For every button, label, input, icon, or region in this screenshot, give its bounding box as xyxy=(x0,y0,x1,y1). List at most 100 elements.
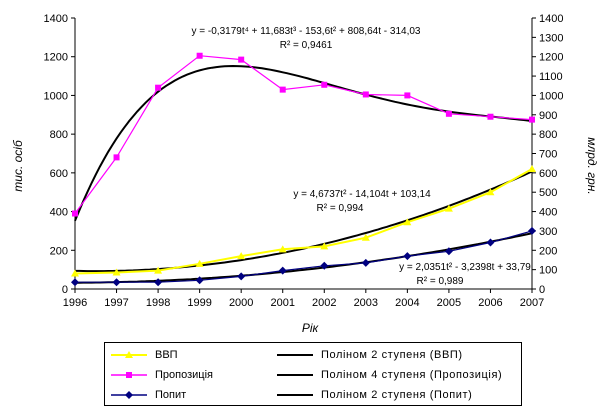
y-right-tick-label: 1100 xyxy=(539,71,563,83)
data-point-popyt xyxy=(278,266,287,275)
legend-label-popyt: Попит xyxy=(155,389,187,401)
data-point-propozytsiia xyxy=(404,92,411,99)
data-point-vvp xyxy=(195,259,204,267)
x-tick-label: 1998 xyxy=(146,297,170,309)
trend-equation-propozytsiia: y = -0,3179t⁴ + 11,683t³ - 153,6t² + 808… xyxy=(192,26,421,37)
y-left-tick-label: 400 xyxy=(50,207,68,219)
legend-item-trend-popyt: Поліном 2 ступеня (Попит) xyxy=(277,387,472,403)
data-point-popyt xyxy=(112,278,121,287)
legend-item-propozytsiia: Пропозиція xyxy=(111,367,213,383)
data-point-popyt xyxy=(320,261,329,270)
y-right-tick-label: 800 xyxy=(539,129,557,141)
y-right-tick-label: 1400 xyxy=(539,13,563,25)
x-axis-title: Рік xyxy=(302,321,320,335)
data-point-vvp xyxy=(320,242,329,250)
x-tick-label: 1999 xyxy=(187,297,211,309)
data-point-propozytsiia xyxy=(279,86,286,93)
y-left-tick-label: 1200 xyxy=(44,52,68,64)
trend-equation-popyt: y = 2,0351t² - 3,2398t + 33,79 xyxy=(399,262,531,273)
x-tick-label: 2007 xyxy=(520,297,544,309)
y-left-tick-label: 1400 xyxy=(44,13,68,25)
data-point-popyt xyxy=(195,276,204,285)
data-point-propozytsiia xyxy=(445,110,452,117)
trend-r2-vvp: R² = 0,994 xyxy=(317,203,364,214)
chart: 0 200 400 600 800 1000 1200 1400 0 100 200 300 400 50… xyxy=(11,13,599,335)
legend-label-propozytsiia: Пропозиція xyxy=(155,369,213,381)
data-point-vvp xyxy=(361,233,370,241)
y-left-tick-label: 1000 xyxy=(44,90,68,102)
data-point-popyt xyxy=(444,247,453,256)
data-point-propozytsiia xyxy=(529,116,535,123)
data-point-propozytsiia xyxy=(321,81,328,88)
y-right-tick-label: 300 xyxy=(539,226,557,238)
data-point-popyt xyxy=(486,238,495,247)
y-axis-right-title: млрд. грн. xyxy=(585,137,599,195)
y-axis-left-title: тис. осіб xyxy=(11,139,25,192)
series-line-propozytsiia xyxy=(74,55,533,214)
legend: ВВП Пропозиція Попит Поліном 2 ступеня (… xyxy=(104,342,522,406)
legend-item-trend-vvp: Поліном 2 ступеня (ВВП) xyxy=(277,347,463,363)
data-point-vvp xyxy=(112,268,121,276)
data-point-propozytsiia xyxy=(155,84,162,91)
y-right-tick-label: 1000 xyxy=(539,90,563,102)
x-tick-label: 2002 xyxy=(312,297,336,309)
legend-swatch-trend-propozytsiia xyxy=(277,369,313,381)
legend-swatch-trend-vvp xyxy=(277,349,313,361)
x-tick-label: 1996 xyxy=(63,297,87,309)
legend-item-popyt: Попит xyxy=(111,387,186,403)
y-right-tick-label: 600 xyxy=(539,168,557,180)
y-left-tick-label: 800 xyxy=(50,129,68,141)
series-line-vvp xyxy=(74,168,533,275)
x-tick-label: 2000 xyxy=(229,297,253,309)
data-point-popyt xyxy=(528,226,536,235)
y-left-tick-label: 0 xyxy=(62,284,68,296)
x-tick-label: 2001 xyxy=(270,297,294,309)
data-point-vvp xyxy=(444,204,453,212)
y-right-tick-label: 1200 xyxy=(539,52,563,64)
y-right-tick-label: 500 xyxy=(539,187,557,199)
data-point-vvp xyxy=(154,266,163,274)
legend-label-trend-popyt: Поліном 2 ступеня (Попит) xyxy=(321,389,473,401)
x-tick-label: 1997 xyxy=(104,297,128,309)
data-point-vvp xyxy=(71,269,79,277)
legend-swatch-popyt xyxy=(111,389,147,401)
data-point-popyt xyxy=(154,278,163,287)
y-right-tick-label: 200 xyxy=(539,245,557,257)
y-right-tick-label: 900 xyxy=(539,110,557,122)
y-left-tick-label: 200 xyxy=(50,245,68,257)
trendline-popyt xyxy=(75,232,533,284)
data-point-popyt xyxy=(403,252,412,261)
y-right-tick-label: 700 xyxy=(539,149,557,161)
y-right-tick-label: 1300 xyxy=(539,32,563,44)
data-point-propozytsiia xyxy=(113,154,120,161)
series-line-popyt xyxy=(75,230,533,283)
legend-label-vvp: ВВП xyxy=(155,349,178,361)
legend-swatch-propozytsiia xyxy=(111,369,147,381)
legend-swatch-vvp xyxy=(111,349,147,361)
trend-r2-propozytsiia: R² = 0,9461 xyxy=(280,40,333,51)
legend-item-trend-propozytsiia: Поліном 4 ступеня (Пропозиція) xyxy=(277,367,502,383)
x-tick-label: 2003 xyxy=(354,297,378,309)
trend-r2-popyt: R² = 0,989 xyxy=(417,276,464,287)
data-point-vvp xyxy=(278,245,287,253)
data-point-popyt xyxy=(237,272,246,281)
y-right-tick-label: 400 xyxy=(539,207,557,219)
y-right-tick-label: 0 xyxy=(539,284,545,296)
data-point-vvp xyxy=(237,252,246,260)
legend-label-trend-propozytsiia: Поліном 4 ступеня (Пропозиція) xyxy=(321,369,503,381)
x-tick-label: 2006 xyxy=(478,297,502,309)
legend-swatch-trend-popyt xyxy=(277,389,313,401)
legend-item-vvp: ВВП xyxy=(111,347,178,363)
legend-label-trend-vvp: Поліном 2 ступеня (ВВП) xyxy=(321,349,463,361)
data-point-vvp xyxy=(528,164,536,172)
x-tick-label: 2005 xyxy=(437,297,461,309)
data-point-propozytsiia xyxy=(487,113,494,120)
trendline-vvp xyxy=(75,170,533,273)
y-left-tick-label: 600 xyxy=(50,168,68,180)
data-point-propozytsiia xyxy=(362,91,369,98)
data-point-vvp xyxy=(486,188,495,196)
data-point-popyt xyxy=(71,278,79,287)
x-tick-label: 2004 xyxy=(395,297,419,309)
data-point-vvp xyxy=(403,218,412,226)
trend-equation-vvp: y = 4,6737t² - 14,104t + 103,14 xyxy=(293,189,431,200)
